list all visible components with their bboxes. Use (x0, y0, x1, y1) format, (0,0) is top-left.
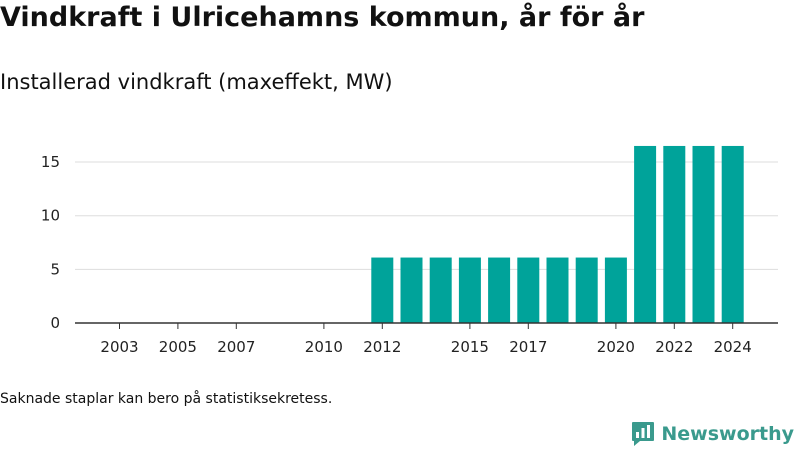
x-tick-label: 2010 (305, 338, 343, 356)
x-tick-label: 2024 (714, 338, 752, 356)
bar-2023 (692, 145, 715, 323)
footnote: Saknade staplar kan bero på statistiksek… (0, 391, 333, 407)
bar-2021 (634, 145, 657, 323)
y-tick-label: 10 (41, 207, 60, 225)
chart-subtitle: Installerad vindkraft (maxeffekt, MW) (0, 70, 393, 94)
chart-title: Vindkraft i Ulricehamns kommun, år för å… (0, 2, 645, 33)
brand: Newsworthy (631, 419, 794, 449)
x-tick-label: 2005 (159, 338, 197, 356)
bar-2015 (458, 257, 481, 323)
x-tick-label: 2020 (597, 338, 635, 356)
bar-2018 (546, 257, 569, 323)
bar-2014 (429, 257, 452, 323)
x-tick-label: 2007 (217, 338, 255, 356)
bar-2019 (575, 257, 598, 323)
y-tick-label: 5 (50, 260, 60, 278)
bar-2024 (721, 145, 744, 323)
bar-2022 (663, 145, 686, 323)
x-tick-label: 2012 (363, 338, 401, 356)
brand-name: Newsworthy (661, 423, 794, 445)
x-axis: 2003 2005 2007 2010 2012 2015 2017 2020 2022 2024 (75, 322, 778, 356)
x-tick-label: 2022 (655, 338, 693, 356)
bar-2012 (371, 257, 394, 323)
y-tick-label: 15 (41, 153, 60, 171)
bar-2016 (488, 257, 511, 323)
x-tick-label: 2015 (451, 338, 489, 356)
x-tick-label: 2017 (509, 338, 547, 356)
x-tick-label: 2003 (100, 338, 138, 356)
bar-2013 (400, 257, 423, 323)
gridlines (75, 161, 778, 270)
y-axis: 0 5 10 15 (41, 153, 60, 332)
bar-2020 (604, 257, 627, 323)
newsworthy-logo-icon (632, 422, 655, 446)
bars (371, 145, 744, 323)
y-tick-label: 0 (50, 314, 60, 332)
bar-2017 (517, 257, 540, 323)
